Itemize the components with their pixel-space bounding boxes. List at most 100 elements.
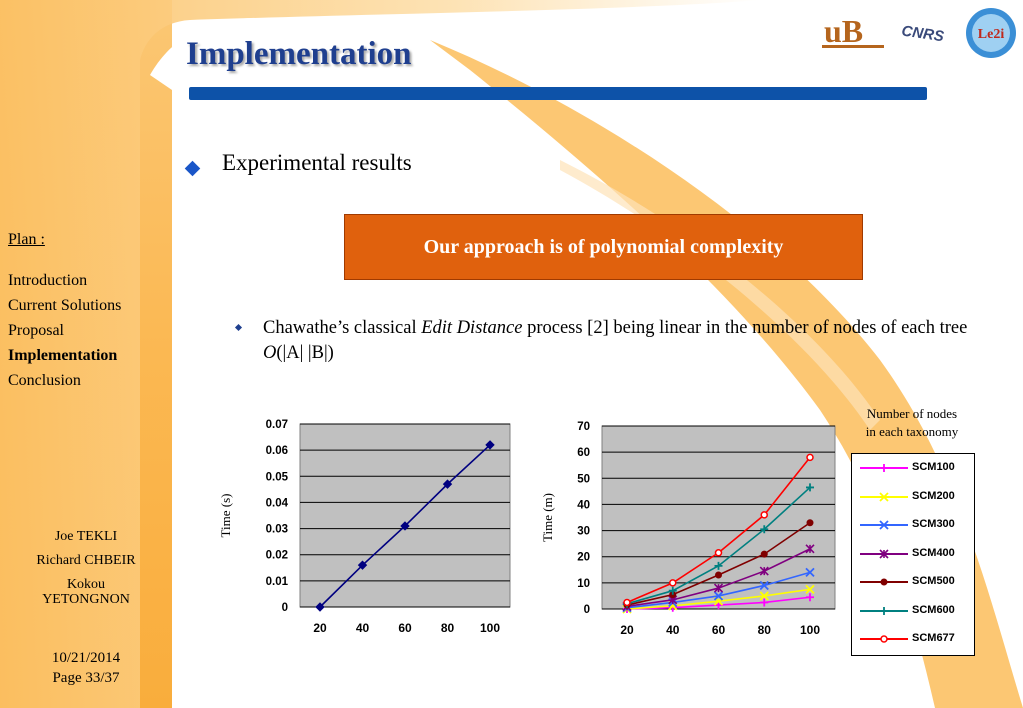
title-underline-bar (189, 87, 927, 100)
y-axis-label: Time (m) (540, 493, 555, 542)
y-axis-label: Time (s) (218, 494, 233, 538)
data-point (759, 591, 769, 601)
series-scm500 (623, 519, 814, 609)
y-tick-label: 10 (577, 578, 590, 590)
slide-page-number: Page 33/37 (52, 670, 120, 686)
plan-item-proposal[interactable]: Proposal (8, 322, 64, 339)
legend-item: SCM677 (858, 631, 970, 647)
legend-label: SCM500 (912, 575, 955, 587)
author-name: Richard CHBEIR (36, 553, 136, 568)
data-point (760, 550, 768, 558)
legend-marker (880, 578, 888, 586)
plan-item-introduction[interactable]: Introduction (8, 272, 88, 289)
legend-marker (879, 548, 889, 559)
sidebar: Plan : Introduction Current Solutions Pr… (0, 0, 172, 708)
y-tick-label: 0.07 (266, 419, 288, 431)
legend-label: SCM400 (912, 546, 955, 559)
data-point (315, 602, 325, 612)
y-tick-label: 50 (577, 473, 590, 485)
x-tick-label: 20 (620, 623, 634, 637)
legend-marker (880, 464, 888, 472)
plan-list: Introduction Current Solutions Proposal … (8, 268, 121, 393)
series-scm677 (623, 453, 814, 607)
para-big-o: O (263, 343, 277, 363)
legend-title-line1: Number of nodes (866, 406, 958, 421)
legend-marker (880, 635, 888, 643)
x-tick-label: 20 (313, 621, 327, 635)
plan-item-current-solutions[interactable]: Current Solutions (8, 297, 122, 314)
data-point (442, 479, 453, 489)
chart-time-minutes: 0 10 20 30 40 50 60 70 20 40 60 80 100 Time (m) (540, 421, 836, 637)
y-tick-label: 40 (577, 499, 590, 511)
data-point (806, 483, 814, 492)
data-point (806, 453, 814, 462)
data-point (713, 583, 724, 593)
x-tick-label: 60 (712, 623, 726, 637)
legend-marker (880, 606, 888, 615)
legend-label: SCM600 (912, 603, 955, 616)
x-tick-label: 40 (356, 621, 370, 635)
legend-swatch (860, 520, 908, 530)
y-tick-label: 0.03 (266, 524, 288, 536)
legend-swatch (860, 548, 908, 559)
data-point (668, 586, 677, 595)
y-tick-label: 0 (584, 604, 590, 616)
author-name: Joe TEKLI (54, 529, 118, 544)
legend-marker (879, 520, 889, 530)
le2i-logo-text: Le2i (978, 27, 1005, 42)
data-point (669, 579, 677, 587)
data-point (759, 566, 769, 576)
data-point (805, 544, 815, 554)
series-scm600 (623, 483, 814, 608)
legend-item: SCM300 (858, 517, 970, 533)
data-point (714, 549, 723, 557)
section-heading: Experimental results (222, 150, 412, 175)
data-point (760, 525, 769, 534)
cnrs-logo: CNRS (900, 10, 952, 50)
author-name: Kokou (66, 577, 106, 592)
data-point (714, 561, 723, 570)
legend-label: SCM200 (912, 489, 955, 502)
y-tick-label: 70 (577, 421, 590, 433)
legend-swatch (860, 464, 908, 472)
authors-block: Joe TEKLI Richard CHBEIR Kokou YETONGNON (0, 527, 172, 607)
legend-item: SCM600 (858, 603, 970, 619)
y-tick-label: 0.04 (266, 497, 289, 509)
data-point (806, 519, 814, 527)
legend-swatch (860, 578, 908, 586)
slide-footer: 10/21/2014 Page 33/37 (0, 648, 172, 688)
plan-item-conclusion[interactable]: Conclusion (8, 372, 81, 389)
data-point (485, 440, 495, 450)
slide-date: 10/21/2014 (51, 650, 121, 666)
legend-item: SCM200 (858, 489, 970, 505)
legend-label: SCM100 (912, 461, 955, 473)
plan-item-implementation[interactable]: Implementation (8, 347, 118, 364)
y-tick-label: 60 (577, 447, 590, 459)
legend-label: SCM300 (912, 518, 955, 530)
ub-logo: uB (822, 12, 886, 50)
author-name: YETONGNON (42, 592, 130, 607)
y-tick-label: 0.05 (266, 471, 289, 483)
y-tick-label: 0.01 (266, 576, 289, 588)
para-text-before: Chawathe’s classical (263, 318, 422, 338)
x-tick-label: 100 (480, 621, 500, 635)
ub-logo-text: uB (824, 13, 863, 49)
plot-area (299, 423, 511, 608)
slide-title: Implementation (186, 36, 412, 72)
legend-swatch (860, 635, 908, 643)
y-tick-label: 30 (577, 526, 590, 538)
y-tick-label: 0 (282, 602, 288, 614)
legend-item: SCM100 (858, 460, 970, 476)
x-tick-label: 60 (398, 621, 412, 635)
series-0 (315, 440, 495, 612)
y-tick-label: 0.06 (266, 445, 288, 457)
data-point (623, 598, 631, 607)
chart-time-seconds: 0 0.01 0.02 0.03 0.04 0.05 0.06 0.07 20 40 60 80 100… (218, 419, 511, 635)
series-scm200 (622, 584, 815, 614)
x-tick-label: 40 (666, 623, 680, 637)
legend-label: SCM677 (912, 632, 955, 644)
legend-swatch (860, 491, 908, 502)
data-point (759, 580, 769, 591)
y-tick-label: 20 (577, 552, 590, 564)
data-point (400, 521, 410, 531)
